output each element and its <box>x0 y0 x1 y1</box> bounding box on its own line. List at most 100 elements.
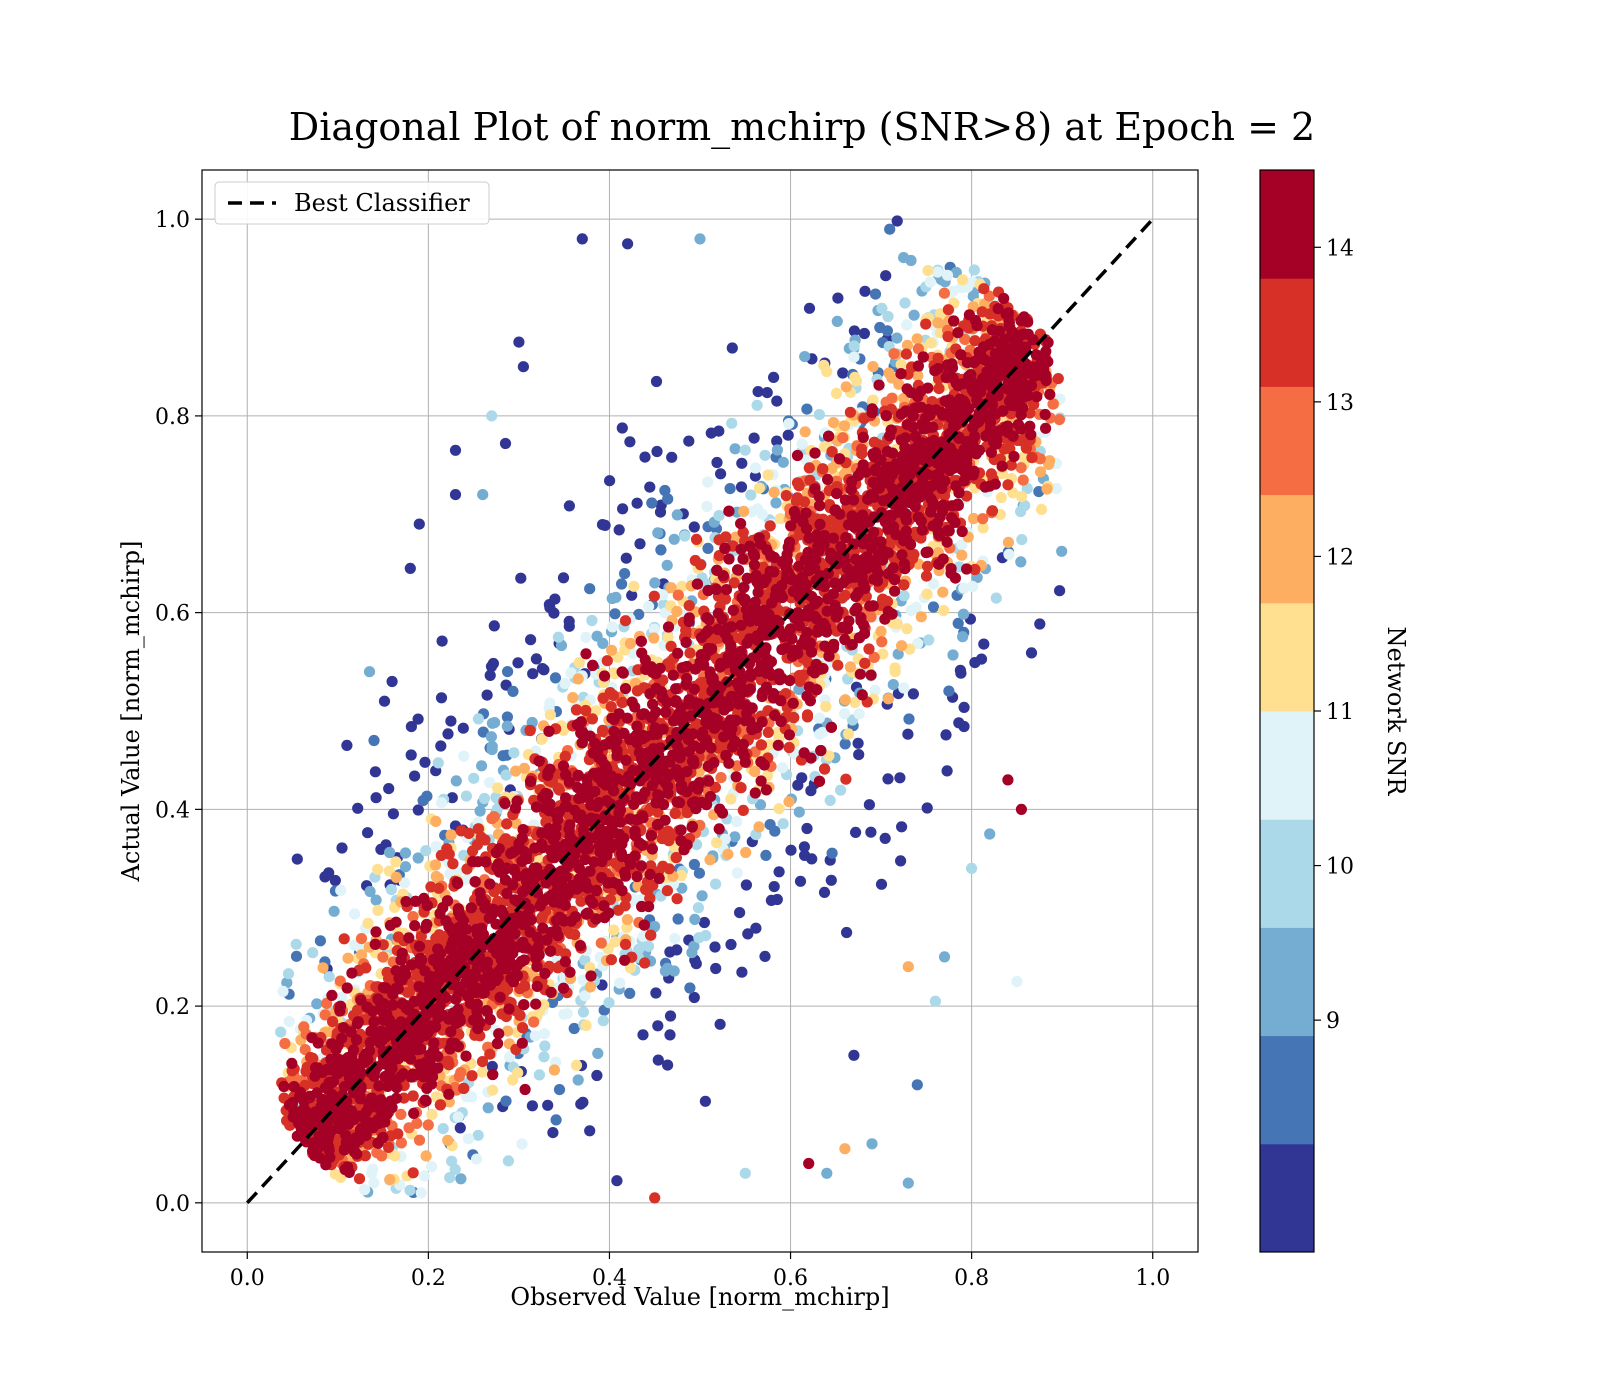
scatter-point <box>859 657 871 669</box>
scatter-point <box>921 560 934 573</box>
scatter-point <box>941 765 953 777</box>
scatter-point <box>777 456 789 468</box>
scatter-point <box>901 339 914 351</box>
scatter-point <box>550 1114 562 1126</box>
scatter-point <box>942 330 954 343</box>
scatter-point <box>652 527 664 539</box>
scatter-point <box>591 630 603 642</box>
scatter-point <box>969 335 981 347</box>
scatter-point <box>606 644 618 656</box>
scatter-point <box>530 653 543 665</box>
scatter-point <box>586 614 598 627</box>
scatter-point <box>493 1028 505 1040</box>
scatter-point <box>608 924 620 936</box>
scatter-point <box>597 725 609 738</box>
scatter-point <box>624 637 637 650</box>
scatter-point <box>966 862 978 875</box>
scatter-point <box>484 777 496 789</box>
scatter-point <box>362 917 374 929</box>
scatter-point <box>622 238 634 250</box>
scatter-point <box>548 607 560 619</box>
scatter-point <box>616 697 628 709</box>
scatter-point <box>648 632 660 644</box>
scatter-point <box>445 715 457 727</box>
scatter-point <box>377 951 389 963</box>
scatter-point <box>739 1167 751 1179</box>
scatter-point <box>462 1133 475 1145</box>
scatter-point <box>840 773 852 785</box>
scatter-point <box>338 933 350 945</box>
scatter-point <box>648 590 660 602</box>
scatter-point <box>967 580 979 593</box>
scatter-point <box>672 647 684 660</box>
scatter-point <box>573 792 585 805</box>
scatter-point <box>887 447 899 459</box>
scatter-point <box>614 977 626 989</box>
scatter-point <box>943 685 955 697</box>
scatter-point <box>821 1167 833 1179</box>
scatter-point <box>880 270 892 282</box>
scatter-point <box>895 359 907 371</box>
scatter-point <box>813 409 826 421</box>
scatter-point <box>476 1066 488 1078</box>
scatter-point <box>643 600 655 613</box>
scatter-point <box>314 935 326 947</box>
scatter-point <box>725 793 737 805</box>
scatter-point <box>975 653 988 665</box>
scatter-point <box>759 950 771 963</box>
scatter-point <box>901 319 913 331</box>
scatter-point <box>525 775 537 788</box>
scatter-point <box>661 559 673 571</box>
scatter-point <box>608 667 620 679</box>
scatter-point <box>572 673 584 685</box>
scatter-point <box>488 620 500 632</box>
scatter-point <box>771 444 784 456</box>
scatter-point <box>323 867 335 879</box>
scatter-point <box>765 894 778 907</box>
scatter-point <box>825 721 838 733</box>
scatter-point <box>788 712 800 724</box>
scatter-point <box>631 497 643 509</box>
scatter-point <box>801 709 814 721</box>
scatter-point <box>801 403 813 415</box>
scatter-point <box>809 447 821 459</box>
scatter-point <box>606 621 619 633</box>
scatter-point <box>639 451 651 463</box>
scatter-point <box>958 582 970 594</box>
scatter-point <box>793 480 805 492</box>
scatter-point <box>736 966 748 978</box>
scatter-point <box>670 852 682 864</box>
scatter-point <box>281 977 293 989</box>
scatter-point <box>852 737 864 749</box>
scatter-point <box>570 1059 583 1071</box>
scatter-point <box>604 475 616 487</box>
scatter-point <box>740 879 753 891</box>
scatter-point <box>458 1082 470 1094</box>
scatter-point <box>749 766 761 778</box>
scatter-point <box>887 679 899 691</box>
scatter-point <box>426 1161 438 1173</box>
scatter-point <box>801 822 813 835</box>
scatter-point <box>605 954 618 966</box>
scatter-point <box>283 1016 295 1028</box>
scatter-point <box>704 854 716 866</box>
scatter-point <box>895 855 907 867</box>
scatter-point <box>661 962 674 974</box>
scatter-point <box>443 1059 455 1071</box>
scatter-point <box>461 873 473 885</box>
scatter-point <box>377 939 389 951</box>
scatter-point <box>359 1184 371 1196</box>
scatter-point <box>403 1122 415 1134</box>
scatter-point <box>616 885 628 897</box>
scatter-point <box>549 672 562 684</box>
scatter-point <box>453 1071 465 1083</box>
scatter-point <box>688 521 700 533</box>
scatter-point <box>474 805 486 817</box>
scatter-point <box>749 462 762 474</box>
scatter-point <box>726 417 738 429</box>
scatter-point <box>865 826 877 838</box>
scatter-point <box>950 266 962 279</box>
scatter-point <box>572 1074 584 1086</box>
scatter-point <box>688 940 700 952</box>
scatter-point <box>597 1015 609 1027</box>
